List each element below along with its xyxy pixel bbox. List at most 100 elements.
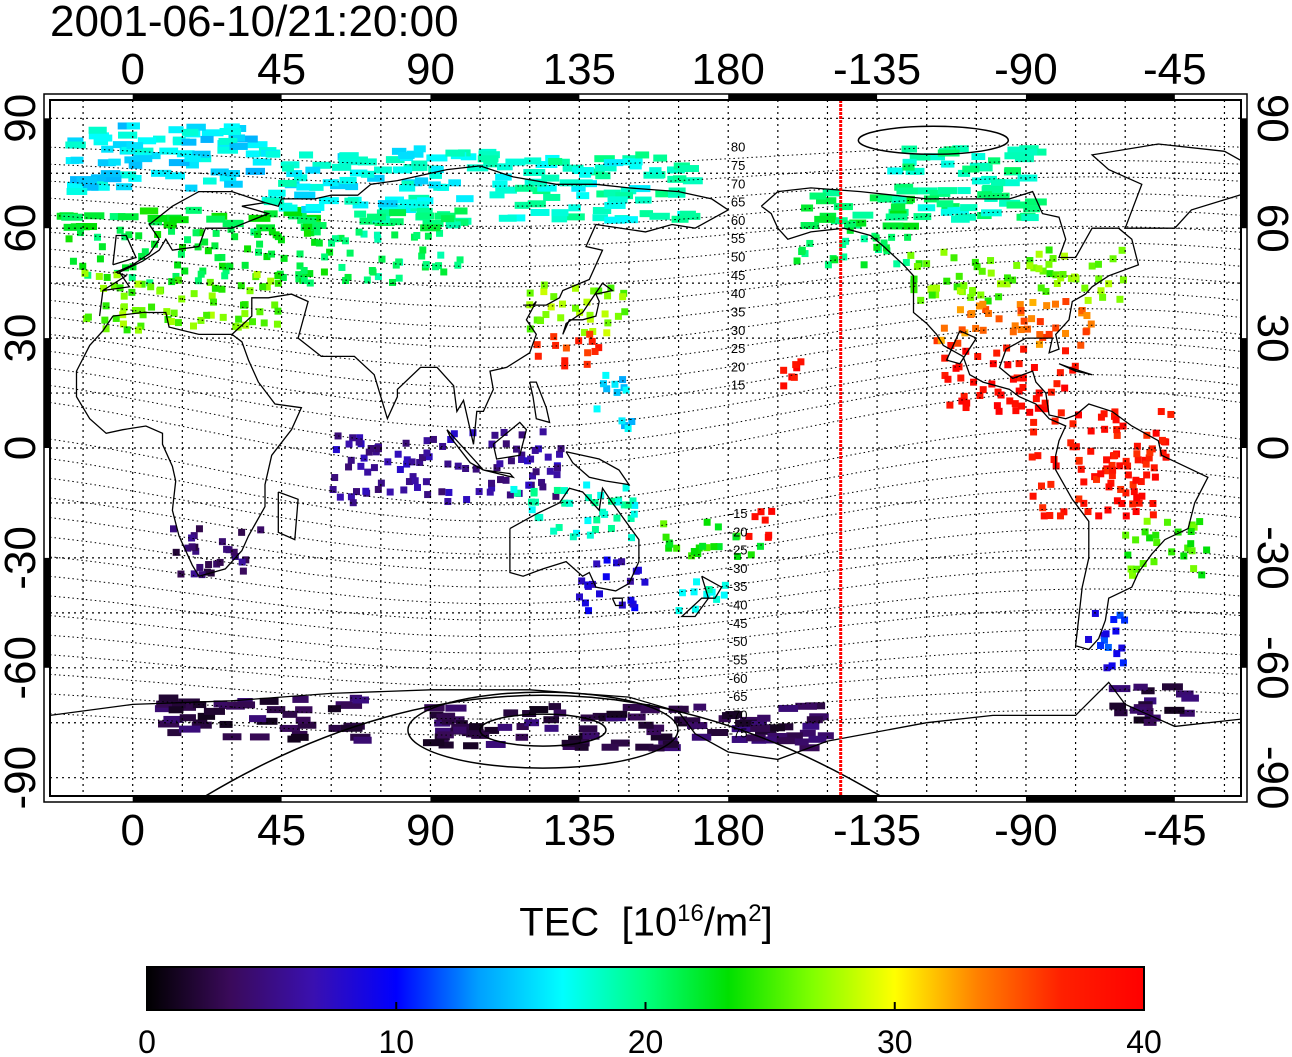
tec-sample: [76, 176, 98, 184]
tec-sample: [1130, 488, 1138, 496]
tec-sample: [682, 177, 703, 185]
tec-sample: [279, 273, 287, 281]
tec-sample: [418, 454, 426, 462]
colorbar-tick-label: 40: [1126, 1024, 1162, 1057]
tec-sample: [231, 552, 239, 560]
tec-sample: [1188, 547, 1196, 555]
frame-segment: [1025, 94, 1175, 100]
tec-sample: [223, 123, 240, 131]
tec-sample: [345, 463, 353, 471]
tec-sample: [497, 723, 513, 731]
tec-sample: [613, 559, 621, 567]
left-lat-label: 30: [0, 314, 45, 363]
tec-sample: [128, 174, 142, 182]
tec-sample: [328, 724, 348, 732]
tec-sample: [603, 159, 624, 167]
tec-sample: [602, 371, 610, 379]
tec-sample: [593, 560, 601, 568]
tec-sample: [222, 220, 244, 228]
tec-sample: [824, 261, 832, 269]
tec-sample: [1013, 261, 1021, 269]
tec-sample: [425, 453, 433, 461]
tec-sample: [235, 315, 243, 323]
tec-sample: [290, 733, 309, 741]
tec-sample: [1150, 558, 1158, 566]
tec-sample: [620, 501, 628, 509]
contour-label: 60: [731, 213, 745, 228]
coastline: [112, 234, 137, 266]
tec-sample: [621, 422, 629, 430]
tec-sample: [185, 206, 202, 214]
tec-sample: [941, 371, 949, 379]
tec-sample: [441, 215, 455, 223]
maglat-contour: [50, 669, 1241, 704]
tec-sample: [979, 386, 987, 394]
tec-sample: [444, 460, 452, 468]
tec-sample: [1026, 256, 1034, 264]
tec-sample: [498, 214, 517, 222]
tec-sample: [947, 206, 969, 214]
tec-sample: [121, 233, 129, 241]
coastline: [98, 190, 271, 317]
tec-sample: [406, 150, 424, 158]
contour-label: 40: [731, 286, 745, 301]
tec-sample: [1145, 454, 1153, 462]
tec-sample: [814, 215, 836, 223]
tec-sample: [613, 514, 621, 522]
tec-sample: [305, 203, 325, 211]
tec-sample: [806, 239, 814, 247]
tec-sample: [163, 715, 184, 723]
tec-sample: [211, 242, 219, 250]
maglat-contour: [50, 159, 1241, 187]
coastline: [277, 491, 299, 541]
tec-sample: [247, 141, 268, 149]
tec-sample: [1103, 456, 1111, 464]
tec-sample: [575, 337, 583, 345]
tec-sample: [447, 435, 455, 443]
tec-sample: [138, 307, 146, 315]
tec-sample: [77, 229, 85, 237]
tec-sample: [207, 311, 215, 319]
tec-sample: [687, 722, 708, 730]
tec-sample: [693, 703, 707, 711]
tec-sample: [1006, 201, 1028, 209]
tec-sample: [558, 300, 566, 308]
tec-sample: [588, 337, 596, 345]
tec-sample: [595, 172, 611, 180]
tec-sample: [119, 320, 127, 328]
tec-sample: [1053, 380, 1061, 388]
tec-sample: [635, 151, 650, 159]
tec-sample: [158, 720, 180, 728]
tec-sample: [168, 278, 176, 286]
tec-sample: [159, 147, 179, 155]
tec-sample: [840, 253, 848, 261]
tec-sample: [593, 516, 601, 524]
tec-sample: [462, 464, 470, 472]
tec-sample: [761, 516, 769, 524]
contour-label: -50: [729, 634, 748, 649]
frame-segment: [1241, 118, 1247, 229]
tec-sample: [1149, 511, 1157, 519]
tec-sample: [248, 214, 271, 222]
tec-sample: [267, 277, 275, 285]
tec-sample: [374, 445, 382, 453]
tec-sample: [326, 248, 334, 256]
tec-sample: [572, 167, 594, 175]
bottom-lon-label: -135: [833, 806, 921, 855]
tec-sample: [426, 154, 448, 162]
tec-sample: [239, 567, 247, 575]
tec-sample: [956, 306, 964, 314]
tec-sample: [265, 150, 281, 158]
tec-sample: [584, 349, 592, 357]
tec-sample: [174, 276, 182, 284]
tec-sample: [226, 169, 240, 177]
tec-sample: [1129, 500, 1137, 508]
tec-sample: [103, 273, 111, 281]
tec-sample: [746, 734, 766, 742]
tec-sample: [510, 485, 518, 493]
tec-sample: [172, 701, 186, 709]
tec-sample: [962, 165, 980, 173]
right-lat-label: 0: [1248, 436, 1292, 460]
tec-sample: [302, 222, 320, 230]
tec-sample: [1095, 275, 1103, 283]
